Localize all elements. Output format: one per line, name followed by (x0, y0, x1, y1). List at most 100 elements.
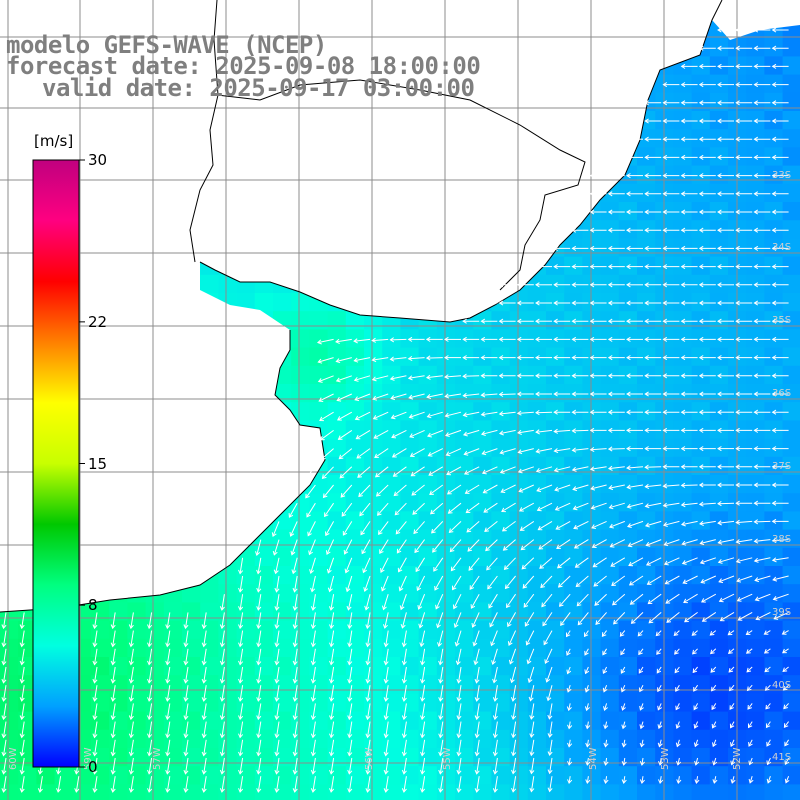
wind-arrow (480, 429, 498, 436)
wind-arrow (553, 245, 571, 251)
wind-arrow (680, 209, 698, 215)
wind-arrow (662, 300, 680, 306)
wind-arrow (608, 484, 625, 491)
wind-arrow (662, 409, 680, 415)
wind-arrow (310, 612, 316, 630)
wind-arrow (516, 373, 534, 379)
colorbar-tick-label: 8 (88, 596, 98, 615)
wind-arrow (390, 411, 407, 420)
wind-arrow (607, 409, 625, 415)
wind-arrow (407, 355, 425, 362)
wind-arrow (545, 666, 553, 683)
wind-arrow (717, 191, 734, 197)
lat-label: 38S (772, 534, 791, 545)
wind-arrow (517, 466, 534, 474)
wind-arrow (646, 575, 662, 585)
wind-arrow (292, 630, 298, 648)
wind-arrow (364, 594, 371, 611)
wind-arrow (382, 612, 389, 629)
wind-arrow (347, 703, 353, 721)
wind-arrow (110, 776, 116, 793)
wind-arrow (717, 63, 734, 69)
wind-arrow (420, 703, 426, 721)
wind-arrow (535, 336, 552, 342)
wind-arrow (766, 776, 772, 784)
wind-arrow (576, 593, 589, 607)
wind-arrow (378, 521, 389, 535)
wind-arrow (274, 648, 280, 666)
wind-arrow (201, 776, 207, 793)
wind-arrow (517, 429, 534, 435)
wind-arrow (626, 264, 643, 270)
wind-arrow (444, 374, 462, 380)
wind-arrow (371, 337, 389, 343)
wind-arrow (426, 411, 443, 419)
wind-arrow (444, 393, 462, 399)
wind-arrow (407, 375, 425, 381)
wind-arrow (662, 100, 680, 106)
wind-arrow (735, 27, 753, 33)
wind-arrow (718, 575, 735, 584)
wind-arrow (554, 484, 571, 492)
wind-arrow (626, 282, 643, 288)
wind-arrow (571, 209, 589, 215)
wind-arrow (511, 757, 517, 775)
wind-arrow (356, 448, 371, 459)
wind-arrow (165, 648, 171, 666)
wind-arrow (753, 264, 771, 270)
wind-arrow (342, 521, 353, 536)
wind-arrow (717, 539, 735, 545)
wind-arrow (272, 539, 280, 556)
wind-arrow (698, 336, 716, 342)
wind-arrow (401, 739, 407, 757)
wind-arrow (553, 227, 571, 233)
wind-arrow (589, 373, 607, 379)
wind-arrow (566, 648, 571, 656)
wind-arrow (329, 776, 335, 793)
wind-arrow (589, 391, 607, 397)
wind-arrow (409, 429, 425, 438)
wind-arrow (607, 336, 625, 342)
wind-arrow (110, 721, 116, 739)
wind-arrow (537, 520, 553, 531)
wind-arrow (318, 393, 334, 402)
wind-arrow (317, 357, 334, 364)
wind-arrow (662, 391, 680, 397)
wind-arrow (711, 721, 717, 729)
wind-arrow (662, 82, 680, 88)
wind-arrow (630, 612, 644, 624)
wind-arrow (395, 521, 407, 535)
wind-arrow (420, 739, 426, 757)
wind-arrow (607, 465, 625, 471)
wind-arrow (347, 685, 353, 702)
wind-arrow (680, 100, 698, 106)
wind-arrow (325, 521, 335, 537)
wind-arrow (626, 245, 643, 251)
wind-arrow (256, 575, 262, 593)
wind-arrow (638, 666, 644, 674)
wind-arrow (474, 666, 480, 684)
wind-arrow (219, 594, 225, 611)
wind-arrow (595, 612, 607, 625)
wind-arrow (626, 355, 643, 361)
wind-arrow (639, 721, 645, 730)
wind-arrow (471, 612, 480, 628)
wind-arrow (745, 630, 753, 636)
wind-arrow (529, 757, 535, 775)
wind-arrow (347, 757, 353, 775)
wind-arrow (399, 594, 407, 611)
wind-arrow (411, 484, 425, 496)
wind-arrow (717, 118, 734, 124)
wind-arrow (374, 448, 389, 459)
wind-arrow (571, 318, 589, 324)
wind-arrow (335, 357, 352, 364)
wind-arrow (19, 721, 25, 739)
wind-arrow (238, 757, 244, 775)
wind-arrow (699, 539, 716, 546)
wind-arrow (607, 154, 625, 160)
wind-arrow (680, 118, 698, 124)
wind-arrow (345, 575, 353, 593)
wind-arrow (717, 409, 734, 415)
wind-arrow (730, 739, 735, 748)
wind-arrow (485, 539, 498, 552)
